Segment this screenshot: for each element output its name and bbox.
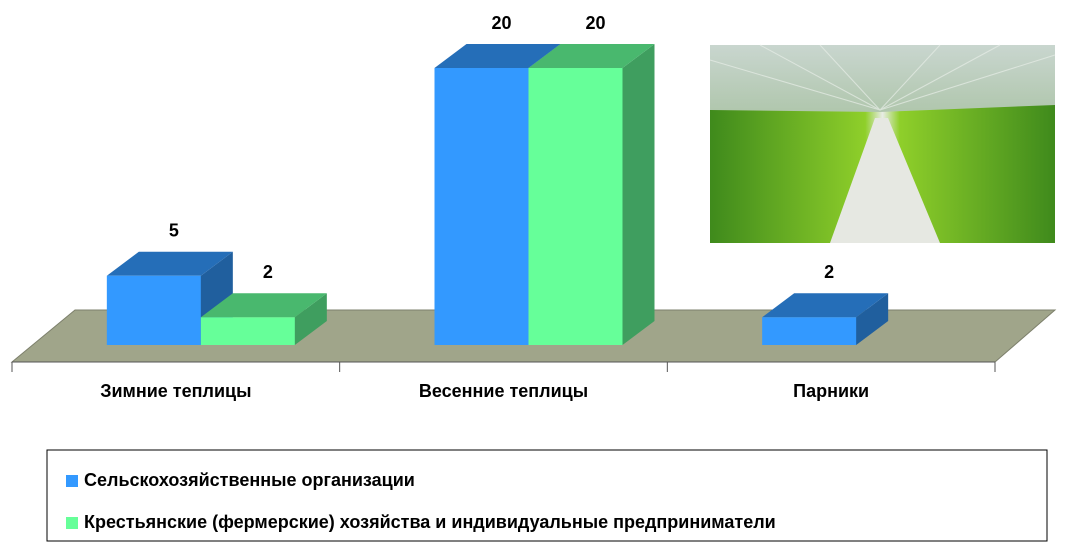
bar: [762, 293, 889, 345]
bar: [200, 293, 327, 345]
legend-label: Крестьянские (фермерские) хозяйства и ин…: [84, 512, 776, 532]
legend-box: [46, 449, 1048, 542]
legend-label: Сельскохозяйственные организации: [84, 470, 415, 490]
bar-front: [106, 275, 201, 345]
bar-front: [200, 317, 295, 345]
bar-side: [762, 293, 889, 345]
bar: [528, 44, 655, 345]
value-label: 5: [169, 221, 179, 241]
value-label: 2: [263, 262, 273, 282]
greenhouse-photo: [709, 44, 1056, 243]
x-tick-label: Весенние теплицы: [419, 381, 588, 401]
bar-front: [434, 68, 529, 345]
bar-top: [434, 44, 561, 68]
legend-swatch: [66, 475, 78, 487]
legend-swatch: [66, 517, 78, 529]
bar-top: [762, 293, 889, 318]
value-label: 2: [824, 262, 834, 282]
x-tick-label: Парники: [793, 381, 869, 401]
value-label: 20: [585, 13, 605, 33]
value-label: 20: [491, 13, 511, 33]
bar-top: [528, 44, 655, 68]
bar-side: [200, 293, 327, 345]
bar-front: [528, 68, 623, 345]
bar-front: [762, 317, 857, 345]
bar-top: [106, 251, 233, 276]
x-tick-label: Зимние теплицы: [100, 381, 251, 401]
bar-top: [200, 293, 327, 318]
